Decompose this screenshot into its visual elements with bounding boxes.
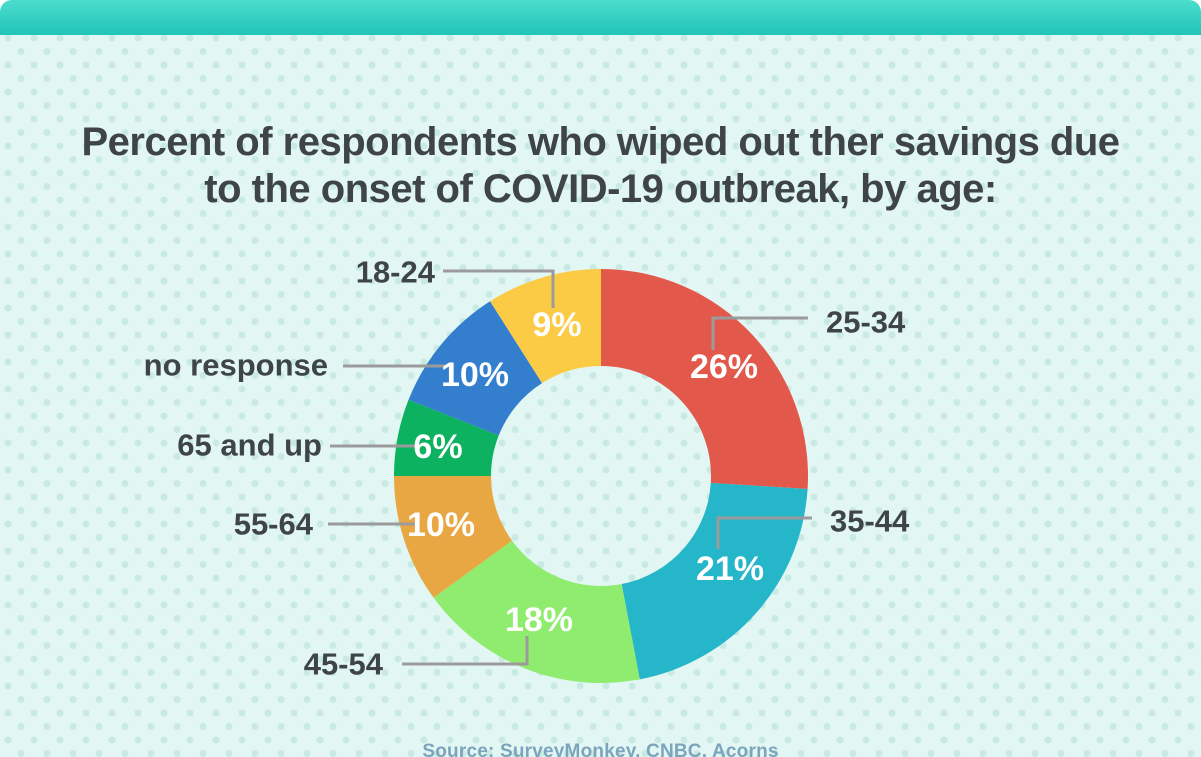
slice-label-18-24: 18-24 bbox=[356, 255, 436, 290]
donut-slice-18-24 bbox=[490, 269, 601, 384]
donut-slice-no-response bbox=[408, 301, 543, 436]
slice-value-18-24: 9% bbox=[532, 306, 581, 344]
slice-label-45-54: 45-54 bbox=[304, 647, 384, 682]
slice-label-25-34: 25-34 bbox=[826, 305, 906, 340]
slice-label-no-response: no response bbox=[144, 348, 328, 383]
slice-label-35-44: 35-44 bbox=[830, 504, 910, 539]
donut-slice-55-64 bbox=[394, 476, 513, 598]
chart-title-line-1: Percent of respondents who wiped out the… bbox=[81, 120, 1120, 164]
chart-title-line-2: to the onset of COVID-19 outbreak, by ag… bbox=[204, 167, 997, 211]
slice-value-35-44: 21% bbox=[696, 550, 764, 588]
source-caption: Source: SurveyMonkey, CNBC, Acorns bbox=[422, 741, 779, 757]
slice-label-65-and-up: 65 and up bbox=[177, 428, 322, 463]
slice-label-55-64: 55-64 bbox=[234, 507, 314, 542]
donut-slice-35-44 bbox=[621, 482, 808, 680]
slice-value-25-34: 26% bbox=[690, 348, 758, 386]
leader-line-18-24 bbox=[443, 269, 555, 308]
leader-line-25-34 bbox=[711, 316, 808, 350]
leader-line-45-54 bbox=[402, 636, 529, 666]
donut-slice-45-54 bbox=[433, 540, 640, 683]
donut-slice-25-34 bbox=[601, 269, 808, 489]
slice-value-55-64: 10% bbox=[407, 506, 475, 544]
slice-value-45-54: 18% bbox=[505, 601, 573, 639]
leader-line-35-44 bbox=[716, 516, 812, 549]
chart-title: Percent of respondents who wiped out the… bbox=[0, 119, 1201, 213]
donut-slice-65-and-up bbox=[394, 399, 499, 476]
slice-value-no-response: 10% bbox=[441, 356, 509, 394]
slice-value-65-and-up: 6% bbox=[413, 428, 462, 466]
donut-chart: 26% 25-34 21% 35-44 18% 45-54 10% 55-64 6% 65 and… bbox=[144, 255, 910, 683]
infographic-card: Percent of respondents who wiped out the… bbox=[0, 35, 1201, 757]
